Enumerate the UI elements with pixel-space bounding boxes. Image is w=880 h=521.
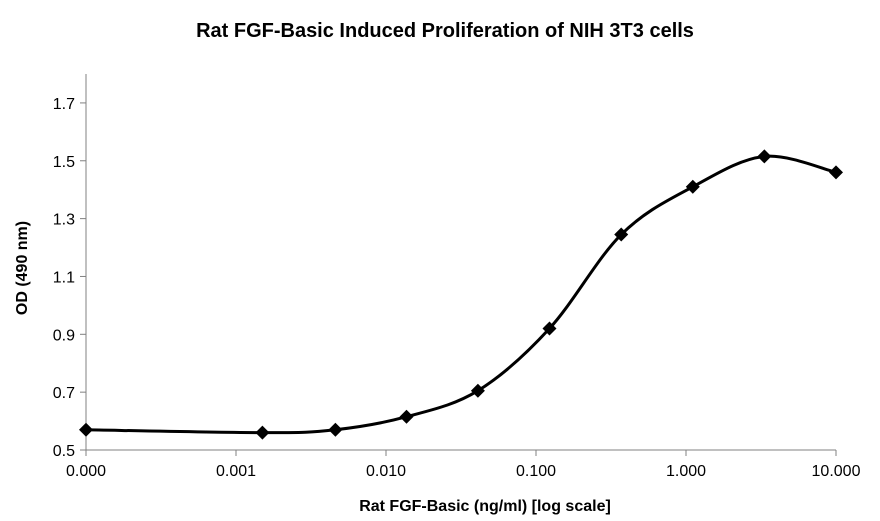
data-point-marker	[470, 383, 485, 398]
x-tick-label: 1.000	[666, 463, 706, 480]
data-point-marker	[829, 165, 843, 180]
y-tick-label: 1.5	[53, 154, 75, 171]
x-tick-label: 0.100	[516, 463, 556, 480]
data-point-marker	[79, 422, 93, 437]
y-tick-label: 0.9	[53, 327, 75, 344]
data-point-marker	[757, 149, 772, 164]
x-tick-label: 0.010	[366, 463, 406, 480]
x-tick-label: 0.000	[66, 463, 106, 480]
x-tick-label: 10.000	[812, 463, 861, 480]
y-tick-label: 1.1	[53, 269, 75, 286]
series-line	[84, 154, 838, 435]
y-tick-label: 0.5	[53, 443, 75, 460]
plot-area: 0.5 0.7 0.9 1.1 1.3 1.5 1.7 0.000 0.001 0.010 0.10…	[53, 74, 861, 480]
data-point-marker	[255, 425, 270, 440]
data-point-marker	[614, 227, 629, 242]
y-tick-label: 0.7	[53, 385, 75, 402]
data-point-marker	[685, 179, 700, 194]
y-axis-label: OD (490 nm)	[14, 221, 31, 315]
chart-title: Rat FGF-Basic Induced Proliferation of N…	[196, 20, 694, 42]
data-point-marker	[542, 321, 557, 336]
x-tick-label: 0.001	[216, 463, 256, 480]
x-axis-label: Rat FGF-Basic (ng/ml) [log scale]	[359, 498, 611, 515]
y-tick-label: 1.7	[53, 96, 75, 113]
y-tick-label: 1.3	[53, 212, 75, 229]
data-point-marker	[399, 409, 414, 424]
data-point-marker	[328, 422, 343, 437]
